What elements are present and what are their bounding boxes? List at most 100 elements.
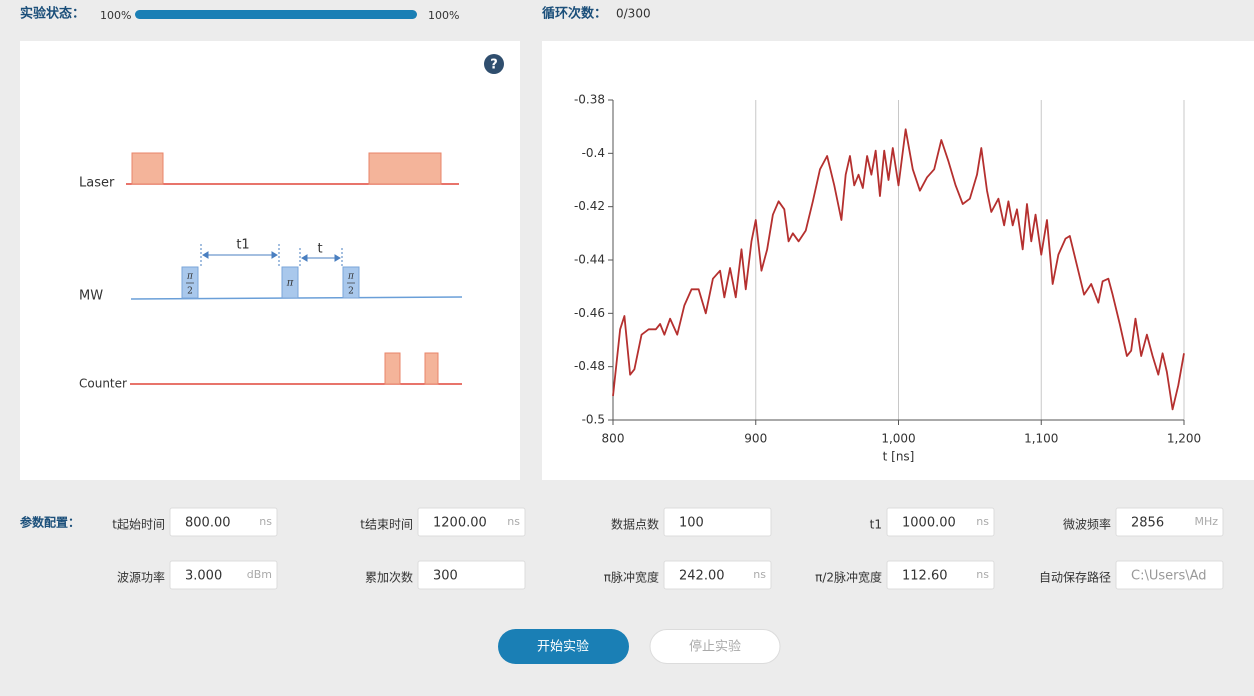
field-label: 数据点数 bbox=[611, 517, 659, 532]
counter-label: Counter bbox=[79, 377, 127, 391]
input-value: 100 bbox=[679, 516, 704, 531]
input-value: 300 bbox=[433, 569, 458, 584]
input-value: 1200.00 bbox=[433, 516, 487, 531]
field-label: π/2脉冲宽度 bbox=[815, 570, 882, 585]
input-unit: ns bbox=[976, 568, 989, 581]
laser-label: Laser bbox=[79, 176, 115, 191]
input-box bbox=[886, 507, 995, 537]
input-unit: ns bbox=[259, 515, 272, 528]
counter-pulse bbox=[384, 352, 401, 385]
input-field[interactable]: 3.000 dBm bbox=[169, 560, 278, 590]
data-line bbox=[612, 128, 1185, 411]
input-field[interactable]: 800.00 ns bbox=[169, 507, 278, 537]
start-button-bg bbox=[498, 629, 629, 664]
field-label: π脉冲宽度 bbox=[604, 570, 659, 585]
stop-button-bg bbox=[649, 629, 781, 664]
input-unit: MHz bbox=[1194, 515, 1218, 528]
y-tick-label: -0.42 bbox=[574, 199, 605, 213]
field-label: t结束时间 bbox=[360, 518, 413, 532]
status-label: 实验状态： bbox=[20, 6, 85, 22]
progress-text: 100% bbox=[100, 9, 131, 22]
counter-pulse bbox=[424, 352, 439, 385]
input-value: 800.00 bbox=[185, 516, 231, 531]
field-label: 波源功率 bbox=[117, 570, 165, 585]
y-tick-label: -0.48 bbox=[574, 359, 605, 373]
help-mark: ? bbox=[490, 58, 498, 73]
help-circle bbox=[484, 54, 504, 74]
input-box bbox=[663, 507, 772, 537]
input-box bbox=[1115, 560, 1224, 590]
y-tick-label: -0.46 bbox=[574, 306, 605, 320]
mw-pulse bbox=[342, 266, 360, 299]
progress-text: 100% bbox=[428, 9, 459, 22]
x-tick-label: 900 bbox=[744, 432, 767, 446]
input-field[interactable]: C:\Users\Ad bbox=[1115, 560, 1224, 590]
input-value: 2856 bbox=[1131, 516, 1164, 531]
loop-label: 循环次数： bbox=[542, 6, 607, 22]
mw-pulse bbox=[181, 266, 199, 299]
input-value: 242.00 bbox=[679, 569, 725, 584]
t-label: t bbox=[317, 242, 322, 257]
x-tick-label: 1,100 bbox=[1024, 432, 1058, 446]
loop-value: 0/300 bbox=[616, 7, 651, 21]
input-box bbox=[663, 560, 772, 590]
input-unit: ns bbox=[976, 515, 989, 528]
field-label: t1 bbox=[870, 518, 882, 532]
input-box bbox=[886, 560, 995, 590]
mw-pulse bbox=[281, 266, 299, 299]
input-field[interactable]: 1200.00 ns bbox=[417, 507, 526, 537]
input-box bbox=[169, 560, 278, 590]
mw-label: MW bbox=[79, 289, 103, 304]
y-tick-label: -0.38 bbox=[574, 93, 605, 107]
x-tick-label: 1,200 bbox=[1167, 432, 1201, 446]
input-unit: ns bbox=[507, 515, 520, 528]
input-box bbox=[417, 507, 526, 537]
input-field[interactable]: 2856 MHz bbox=[1115, 507, 1224, 537]
pulse-symbol: π bbox=[286, 278, 294, 289]
mw-pulses: π 2 π π 2 bbox=[181, 266, 360, 299]
y-tick-label: -0.5 bbox=[582, 413, 605, 427]
input-field[interactable]: 100 bbox=[663, 507, 772, 537]
input-value: C:\Users\Ad bbox=[1131, 569, 1207, 584]
timing-marks bbox=[200, 244, 343, 266]
input-unit: ns bbox=[753, 568, 766, 581]
chart: 800 900 1,000 1,100 1,200 -0.5 -0.48 -0.46 -0.44… bbox=[574, 93, 1201, 464]
pulse-denominator: 2 bbox=[348, 287, 354, 297]
pulse-numerator: π bbox=[186, 272, 194, 282]
input-value: 3.000 bbox=[185, 569, 222, 584]
y-tick-label: -0.44 bbox=[574, 253, 605, 267]
form-title: 参数配置： bbox=[20, 515, 80, 530]
input-field[interactable]: 112.60 ns bbox=[886, 560, 995, 590]
field-label: t起始时间 bbox=[112, 518, 165, 532]
laser-pulse bbox=[131, 152, 164, 185]
x-axis-label: t [ns] bbox=[883, 450, 915, 464]
x-tick-label: 1,000 bbox=[881, 432, 915, 446]
input-field[interactable]: 300 bbox=[417, 560, 526, 590]
field-label: 累加次数 bbox=[365, 570, 413, 585]
arrow-heads bbox=[202, 251, 341, 262]
input-value: 112.60 bbox=[902, 569, 948, 584]
input-unit: dBm bbox=[247, 568, 272, 581]
pulse-numerator: π bbox=[347, 272, 355, 282]
help-icon[interactable]: ? bbox=[484, 54, 504, 74]
input-field[interactable]: 242.00 ns bbox=[663, 560, 772, 590]
input-box bbox=[417, 560, 526, 590]
input-field[interactable]: 1000.00 ns bbox=[886, 507, 995, 537]
pulse-denominator: 2 bbox=[187, 287, 193, 297]
input-box bbox=[169, 507, 278, 537]
progress-bar bbox=[135, 10, 417, 19]
stop-button-label: 停止实验 bbox=[689, 639, 741, 655]
field-label: 微波频率 bbox=[1063, 517, 1111, 532]
start-button[interactable]: 开始实验 bbox=[498, 629, 629, 664]
field-label: 自动保存路径 bbox=[1039, 570, 1111, 585]
laser-pulse bbox=[368, 152, 442, 185]
diagram-panel bbox=[20, 41, 520, 480]
input-value: 1000.00 bbox=[902, 516, 956, 531]
input-box bbox=[1115, 507, 1224, 537]
y-tick-label: -0.4 bbox=[582, 146, 605, 160]
parameter-form: 参数配置： t起始时间 800.00 ns t结束时间 1200.00 ns 数据点数 100 t… bbox=[20, 507, 1224, 590]
stop-button[interactable]: 停止实验 bbox=[649, 629, 781, 664]
t1-label: t1 bbox=[236, 238, 249, 253]
start-button-label: 开始实验 bbox=[537, 639, 589, 655]
